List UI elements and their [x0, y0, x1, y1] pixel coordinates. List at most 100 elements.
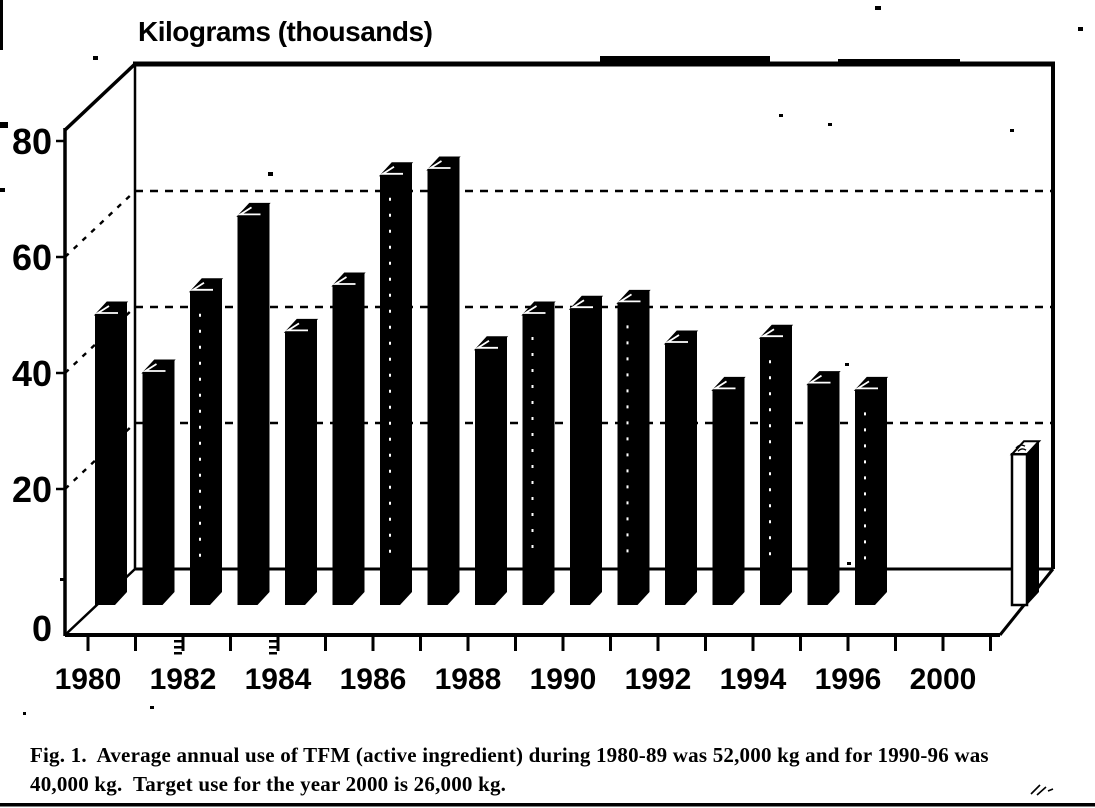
scan-speck-9 — [60, 578, 64, 581]
bar-front-face — [285, 332, 305, 605]
pencil-scribble — [1030, 784, 1054, 796]
scan-speck-2 — [93, 56, 98, 60]
gridline-sidewall-60 — [64, 190, 136, 258]
bar-1995 — [806, 371, 841, 605]
bar-side-face — [305, 319, 317, 605]
scan-speck-1 — [1078, 27, 1083, 31]
scan-speck-4 — [435, 238, 440, 242]
x-label-2000: 2000 — [910, 663, 977, 696]
x-label-1984: 1984 — [245, 663, 312, 696]
bar-side-face — [875, 377, 887, 605]
bar-1986 — [378, 162, 414, 606]
figure-caption: Fig. 1. Average annual use of TFM (activ… — [30, 743, 995, 796]
bar-top-highlight — [854, 380, 878, 390]
bar-side-face — [1027, 441, 1039, 605]
bar-1991 — [616, 289, 651, 605]
bar-side-face — [685, 331, 697, 605]
y-tick-label-80: 80 — [12, 121, 52, 162]
bar-top-scribble — [1015, 444, 1027, 452]
bar-1987 — [426, 156, 461, 605]
bar-top-highlight — [142, 363, 166, 372]
bar-top-highlight — [284, 322, 308, 332]
chart-title: Kilograms (thousands) — [138, 16, 433, 47]
x-label-1988: 1988 — [435, 663, 502, 696]
bar-side-face — [637, 290, 650, 605]
bar-1994 — [758, 324, 794, 605]
bar-1990 — [568, 295, 604, 605]
x-label-1996: 1996 — [815, 663, 882, 696]
scan-speck-8 — [847, 562, 851, 565]
bar-side-face — [827, 371, 840, 605]
bar-1996 — [853, 376, 889, 605]
bar-top-highlight — [474, 340, 498, 349]
bar-side-face — [732, 377, 745, 605]
scan-smudge-tick0 — [174, 646, 182, 649]
bar-side-face — [780, 325, 792, 605]
bar-1984 — [283, 318, 319, 605]
scan-smudge-tick0 — [174, 640, 182, 643]
bar-front-face — [427, 170, 448, 605]
left-wall-top-edge — [63, 62, 137, 132]
scan-smudge-tick1 — [269, 652, 277, 655]
scan-speck-13 — [0, 0, 3, 50]
bar-front-face — [475, 349, 495, 605]
bar-top-highlight — [712, 380, 736, 390]
scan-smudge-tick1 — [269, 646, 277, 649]
scan-speck-17 — [838, 59, 960, 64]
bar-1983 — [236, 202, 271, 605]
bar-front-face — [522, 315, 543, 605]
x-label-1980: 1980 — [55, 663, 122, 696]
bar-1985 — [331, 272, 366, 605]
x-label-1992: 1992 — [625, 663, 692, 696]
bar-1989 — [521, 301, 556, 605]
x-label-1990: 1990 — [530, 663, 597, 696]
bar-2000-target — [1009, 440, 1042, 607]
scan-speck-3 — [268, 172, 273, 176]
y-tick-label-40: 40 — [12, 353, 52, 394]
bar-1982 — [188, 278, 224, 605]
scan-smudge-tick0 — [174, 652, 182, 655]
bar-top-highlight — [569, 299, 593, 309]
bar-top-highlight — [522, 305, 546, 314]
scan-speck-15 — [0, 188, 5, 192]
bar-front-face — [855, 390, 875, 605]
scan-speck-0 — [875, 6, 881, 10]
scan-speck-5 — [779, 114, 783, 117]
scan-speck-14 — [0, 122, 8, 128]
bar-front-face — [1010, 452, 1029, 607]
bar-top-highlight — [379, 166, 403, 175]
bar-front-face — [712, 390, 733, 605]
bar-top-highlight — [332, 276, 356, 285]
x-label-1986: 1986 — [340, 663, 407, 696]
bar-front-face — [570, 309, 590, 605]
bar-1988 — [473, 336, 509, 605]
bar-side-face — [257, 203, 270, 605]
scan-speck-6 — [828, 123, 832, 126]
bar-side-face — [162, 360, 175, 605]
y-tick-label-60: 60 — [12, 237, 52, 278]
bar-1992 — [663, 330, 699, 605]
x-label-1994: 1994 — [720, 663, 787, 696]
bar-1981 — [141, 359, 176, 605]
bar-front-face — [665, 344, 685, 605]
bar-1993 — [711, 376, 746, 605]
page-bottom-rule — [0, 803, 1095, 807]
bar-front-face — [807, 384, 828, 605]
bar-top-highlight — [94, 305, 118, 314]
bar-front-face — [190, 291, 210, 605]
bar-front-face — [760, 338, 780, 605]
bar-side-face — [352, 273, 365, 605]
bar-top-highlight — [189, 282, 213, 291]
scan-smudge-tick1 — [269, 640, 277, 643]
bar-side-face — [400, 162, 412, 606]
scan-speck-10 — [845, 363, 849, 366]
scan-speck-7 — [1010, 129, 1014, 132]
bar-1980 — [93, 301, 129, 605]
bar-top-highlight — [617, 293, 641, 303]
bar-side-face — [542, 302, 555, 605]
bar-side-face — [447, 157, 460, 605]
bar-front-face — [332, 286, 353, 605]
bar-side-face — [210, 278, 222, 605]
